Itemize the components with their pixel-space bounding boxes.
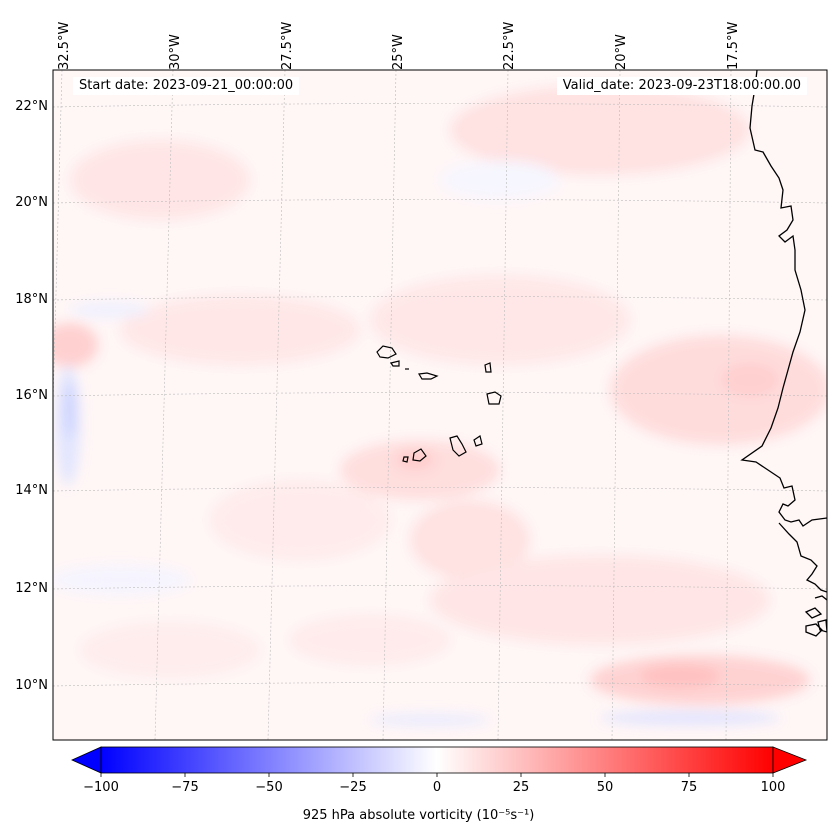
longitude-label: 17.5°W [726, 21, 741, 70]
longitude-label: 20°W [614, 34, 629, 70]
longitude-label: 25°W [391, 34, 406, 70]
map-frame [52, 69, 828, 741]
longitude-label: 30°W [168, 34, 183, 70]
latitude-label: 18°N [15, 292, 48, 307]
longitude-label: 32.5°W [57, 21, 72, 70]
cape-verde-islands [376, 345, 502, 463]
colorbar-tick-label: 0 [432, 780, 442, 795]
africa-coastline [740, 70, 827, 527]
colorbar-tick-label: 25 [512, 780, 530, 795]
colorbar-tick-label: −100 [83, 780, 119, 795]
longitude-label: 22.5°W [502, 21, 517, 70]
colorbar-extend-max [772, 746, 808, 774]
colorbar-label: 925 hPa absolute vorticity (10⁻⁵s⁻¹) [302, 808, 535, 823]
colorbar-tick-label: 50 [596, 780, 614, 795]
colorbar-tick-label: −75 [171, 780, 199, 795]
colorbar-tick-label: 75 [680, 780, 698, 795]
latitude-label: 12°N [15, 581, 48, 596]
latitude-label: 20°N [15, 195, 48, 210]
colorbar-tick-label: −50 [255, 780, 283, 795]
latitude-label: 22°N [15, 99, 48, 114]
latitude-label: 10°N [15, 678, 48, 693]
valid-date-label: Valid_date: 2023-09-23T18:00:00.00 [556, 77, 807, 95]
coastlines [740, 70, 827, 637]
colorbar-tick-label: 100 [760, 780, 786, 795]
longitude-label: 27.5°W [280, 21, 295, 70]
latitude-label: 14°N [15, 483, 48, 498]
colorbar-gradient [100, 746, 774, 774]
latitude-label: 16°N [15, 388, 48, 403]
colorbar-tick-label: −25 [339, 780, 367, 795]
colorbar [71, 746, 808, 777]
vorticity-field [53, 70, 827, 740]
colorbar-extend-min [71, 746, 102, 774]
start-date-label: Start date: 2023-09-21_00:00:00 [73, 77, 300, 95]
